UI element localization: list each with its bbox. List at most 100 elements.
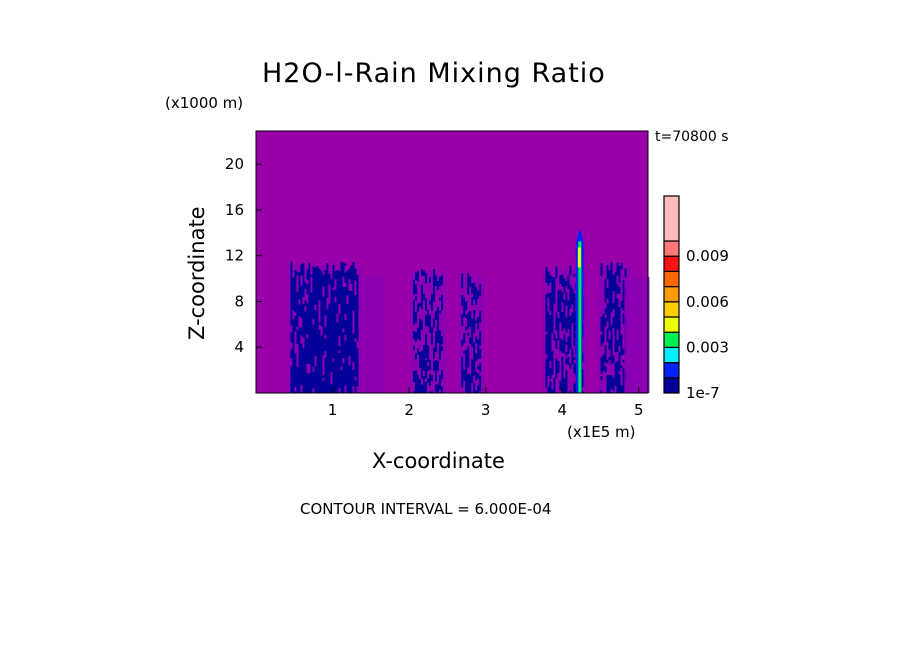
rain-cell	[473, 370, 476, 376]
rain-cell	[416, 385, 419, 392]
rain-cell	[348, 371, 351, 382]
rain-cell	[306, 323, 309, 335]
rain-cell	[581, 352, 584, 362]
rain-cell	[424, 350, 427, 359]
rain-cell	[310, 381, 313, 386]
rain-cell	[324, 338, 327, 343]
rain-cell	[300, 272, 303, 276]
rain-cell	[296, 272, 299, 276]
x-tick-label: 5	[634, 401, 644, 419]
rain-cell	[440, 275, 443, 285]
rain-cell	[322, 345, 325, 356]
rain-cell	[326, 349, 329, 354]
rain-cell	[563, 378, 566, 384]
rain-cell	[314, 322, 317, 329]
rain-cell	[292, 381, 295, 389]
rain-cell	[294, 279, 297, 286]
rain-cell	[332, 336, 335, 340]
rain-cell	[346, 362, 349, 370]
rain-cell	[352, 381, 355, 387]
rain-cell	[471, 372, 474, 384]
rain-cell	[426, 309, 429, 315]
rain-cell	[469, 276, 472, 288]
rain-cell	[610, 273, 613, 281]
rain-cell	[428, 391, 431, 393]
rain-cell	[567, 310, 570, 317]
rain-cell	[600, 339, 603, 347]
rain-cell	[473, 291, 476, 295]
colorbar-level	[663, 286, 680, 303]
rain-cell	[340, 370, 343, 381]
rain-cell	[551, 370, 554, 375]
rain-cell	[326, 309, 329, 318]
rain-cell	[292, 293, 295, 305]
rain-cell	[610, 361, 613, 365]
rain-cell	[350, 341, 353, 352]
rain-cell	[326, 262, 329, 270]
rain-cell	[473, 309, 476, 322]
rain-cell	[616, 284, 619, 294]
rain-cell	[559, 289, 562, 301]
rain-cell	[567, 345, 570, 355]
rain-cell	[352, 356, 355, 363]
rain-cell	[300, 355, 303, 368]
rain-cell	[561, 371, 564, 384]
rain-cell	[318, 286, 321, 298]
rain-cell	[304, 373, 307, 384]
rain-cell	[614, 286, 617, 298]
rain-column-halo	[364, 276, 384, 393]
rain-cell	[581, 391, 584, 393]
rain-cell	[306, 372, 309, 381]
rain-cell	[310, 361, 313, 374]
rain-cell	[350, 290, 353, 295]
rain-cell	[350, 277, 353, 284]
rain-cell	[356, 378, 359, 387]
rain-cell	[312, 357, 315, 368]
rain-cell	[350, 390, 353, 393]
rain-cell	[430, 327, 433, 338]
rain-cell	[314, 288, 317, 300]
rain-cell	[308, 332, 311, 344]
rain-cell	[620, 365, 623, 368]
rain-cell	[414, 272, 417, 281]
rain-cell	[314, 390, 317, 393]
rain-cell	[571, 296, 574, 305]
rain-cell	[418, 356, 421, 359]
rain-cell	[294, 391, 297, 393]
rain-cell	[294, 375, 297, 381]
rain-cell	[310, 318, 313, 328]
rain-cell	[298, 287, 301, 294]
colorbar-level	[663, 377, 680, 394]
rain-cell	[434, 363, 437, 374]
rain-cell	[624, 268, 627, 278]
rain-cell	[308, 303, 311, 313]
rain-cell	[567, 300, 570, 306]
rain-cell	[565, 383, 568, 393]
rain-cell	[294, 274, 297, 280]
rain-cell	[340, 281, 343, 288]
rain-cell	[342, 312, 345, 320]
rain-cell	[318, 348, 321, 356]
rain-cell	[461, 314, 464, 320]
rain-cell	[461, 294, 464, 298]
rain-cell	[547, 327, 550, 332]
rain-cell	[326, 361, 329, 367]
rain-cell	[622, 376, 625, 385]
rain-cell	[338, 314, 341, 321]
rain-cell	[354, 387, 357, 393]
rain-cell	[569, 291, 572, 301]
rain-cell	[350, 379, 353, 391]
rain-cell	[463, 297, 466, 309]
rain-cell	[422, 295, 425, 300]
rain-cell	[600, 265, 603, 276]
rain-cell	[328, 359, 331, 362]
rain-cell	[573, 293, 576, 297]
rain-cell	[312, 309, 315, 319]
rain-cell	[336, 291, 339, 298]
contour-interval-label: CONTOUR INTERVAL = 6.000E-04	[300, 500, 552, 518]
rain-cell	[296, 304, 299, 309]
rain-cell	[418, 328, 421, 341]
rain-cell	[479, 283, 482, 296]
rain-cell	[296, 299, 299, 305]
rain-cell	[479, 349, 482, 355]
